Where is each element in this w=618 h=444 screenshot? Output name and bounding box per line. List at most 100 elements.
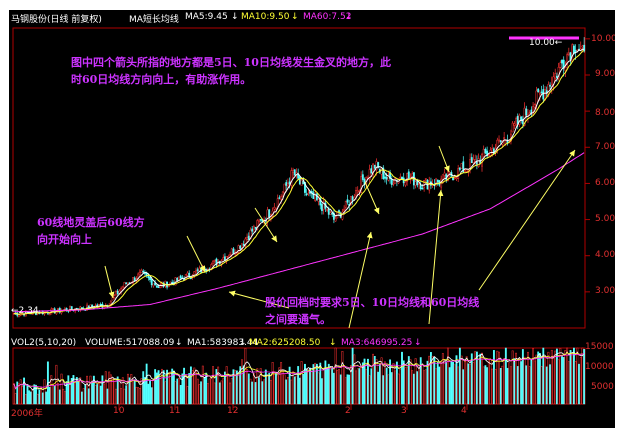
annotation-arrows <box>104 145 576 329</box>
volume-bar <box>166 369 168 405</box>
candle-body <box>520 116 523 121</box>
volume-bar <box>302 373 305 405</box>
candle-body <box>275 207 277 210</box>
volume-bar <box>462 369 465 405</box>
candle-body <box>424 178 427 180</box>
ma10-line <box>13 50 585 315</box>
candle-body <box>125 282 128 285</box>
volume-bar <box>244 348 247 405</box>
low-price-label: ←2.34 <box>11 306 39 316</box>
volume-bar <box>145 363 148 405</box>
volume-bar <box>178 377 180 405</box>
volume-bar <box>433 356 436 405</box>
annotation-arrow <box>478 149 576 291</box>
candle-body <box>387 174 390 181</box>
candle-body <box>343 208 346 212</box>
volume-bar <box>341 351 344 405</box>
chart-window[interactable]: 马钢股份(日线 前复权) MA短长均线 MA5:9.45 ↓ MA10:9.50… <box>9 10 615 428</box>
volume-bar <box>392 363 395 405</box>
volume-bar <box>218 382 221 405</box>
candle-body <box>35 312 37 315</box>
volume-bar <box>470 353 473 405</box>
candle-body <box>256 220 259 230</box>
candle-body <box>290 170 293 186</box>
volume-bar <box>411 370 414 405</box>
candle-body <box>472 159 475 164</box>
candle-body <box>428 181 431 191</box>
volume-bar <box>239 366 242 405</box>
candle-body <box>538 92 541 95</box>
volume-bar <box>41 392 44 405</box>
volume-bar <box>358 368 361 405</box>
volume-bar <box>482 366 485 405</box>
volume-bar <box>528 366 531 405</box>
volume-bar <box>460 355 463 405</box>
volume-bar <box>401 351 403 405</box>
volume-bar <box>569 350 572 405</box>
volume-bar <box>26 384 29 405</box>
candle-body <box>247 235 250 240</box>
annotation-arrow <box>438 145 450 173</box>
volume-bar <box>205 372 208 405</box>
volume-bar <box>212 366 214 405</box>
volume-bar <box>67 375 70 405</box>
volume-bar <box>581 347 584 405</box>
volume-bar <box>304 363 306 405</box>
annotation-top: 图中四个箭头所指的地方都是5日、10日均线发生金叉的地方，此时60日均线方向向上… <box>71 56 391 86</box>
candle-body <box>147 275 150 279</box>
volume-bar <box>550 349 553 405</box>
volume-bar <box>484 365 487 405</box>
candle-body <box>380 167 383 175</box>
volume-bar <box>300 361 303 405</box>
candle-body <box>513 123 516 126</box>
candlestick-chart[interactable] <box>9 10 615 428</box>
volume-bar <box>450 361 453 405</box>
volume-bar <box>43 379 46 405</box>
volume-bar <box>155 372 158 405</box>
volume-bar <box>227 374 230 405</box>
candle-body <box>464 169 466 173</box>
candle-body <box>278 197 281 199</box>
candle-body <box>312 192 315 200</box>
candle-body <box>307 192 310 195</box>
volume-bar <box>310 371 313 405</box>
candle-body <box>304 182 306 193</box>
ma5-arrow: ↓ <box>231 12 239 22</box>
volume-bar <box>99 385 102 405</box>
candle-body <box>292 170 294 173</box>
volume-bar <box>128 377 131 405</box>
volume-bar <box>298 377 301 405</box>
candle-body <box>222 257 225 261</box>
volume-bar <box>89 375 92 405</box>
volume-bar <box>457 366 460 405</box>
candle-body <box>443 172 446 176</box>
candle-body <box>455 177 458 179</box>
volume-bar <box>171 368 174 405</box>
volume-bar <box>549 364 552 405</box>
volume-bar <box>33 384 36 405</box>
volume-bar <box>241 359 243 405</box>
volume-bar <box>324 360 327 405</box>
volume-bar <box>109 374 112 405</box>
volume-bar <box>435 368 437 405</box>
candle-body <box>251 228 254 232</box>
candle-body <box>186 272 189 276</box>
annotation-arrow <box>428 189 444 325</box>
candle-body <box>115 291 117 296</box>
volume-bar <box>314 362 317 405</box>
volume-bar <box>234 370 237 405</box>
volume-bar <box>104 371 107 405</box>
volume-bar <box>196 378 199 405</box>
volume-bar <box>38 389 41 405</box>
volume-bar <box>126 373 129 405</box>
volume-bar <box>62 388 65 405</box>
volume-bar <box>516 366 519 405</box>
volume-bar <box>91 382 94 405</box>
candle-body <box>515 118 517 126</box>
volume-bar <box>125 385 128 405</box>
volume-bar <box>436 362 439 405</box>
candle-body <box>133 277 136 282</box>
volume-bar <box>35 384 37 405</box>
candle-body <box>355 190 357 197</box>
volume-bar <box>63 391 66 405</box>
